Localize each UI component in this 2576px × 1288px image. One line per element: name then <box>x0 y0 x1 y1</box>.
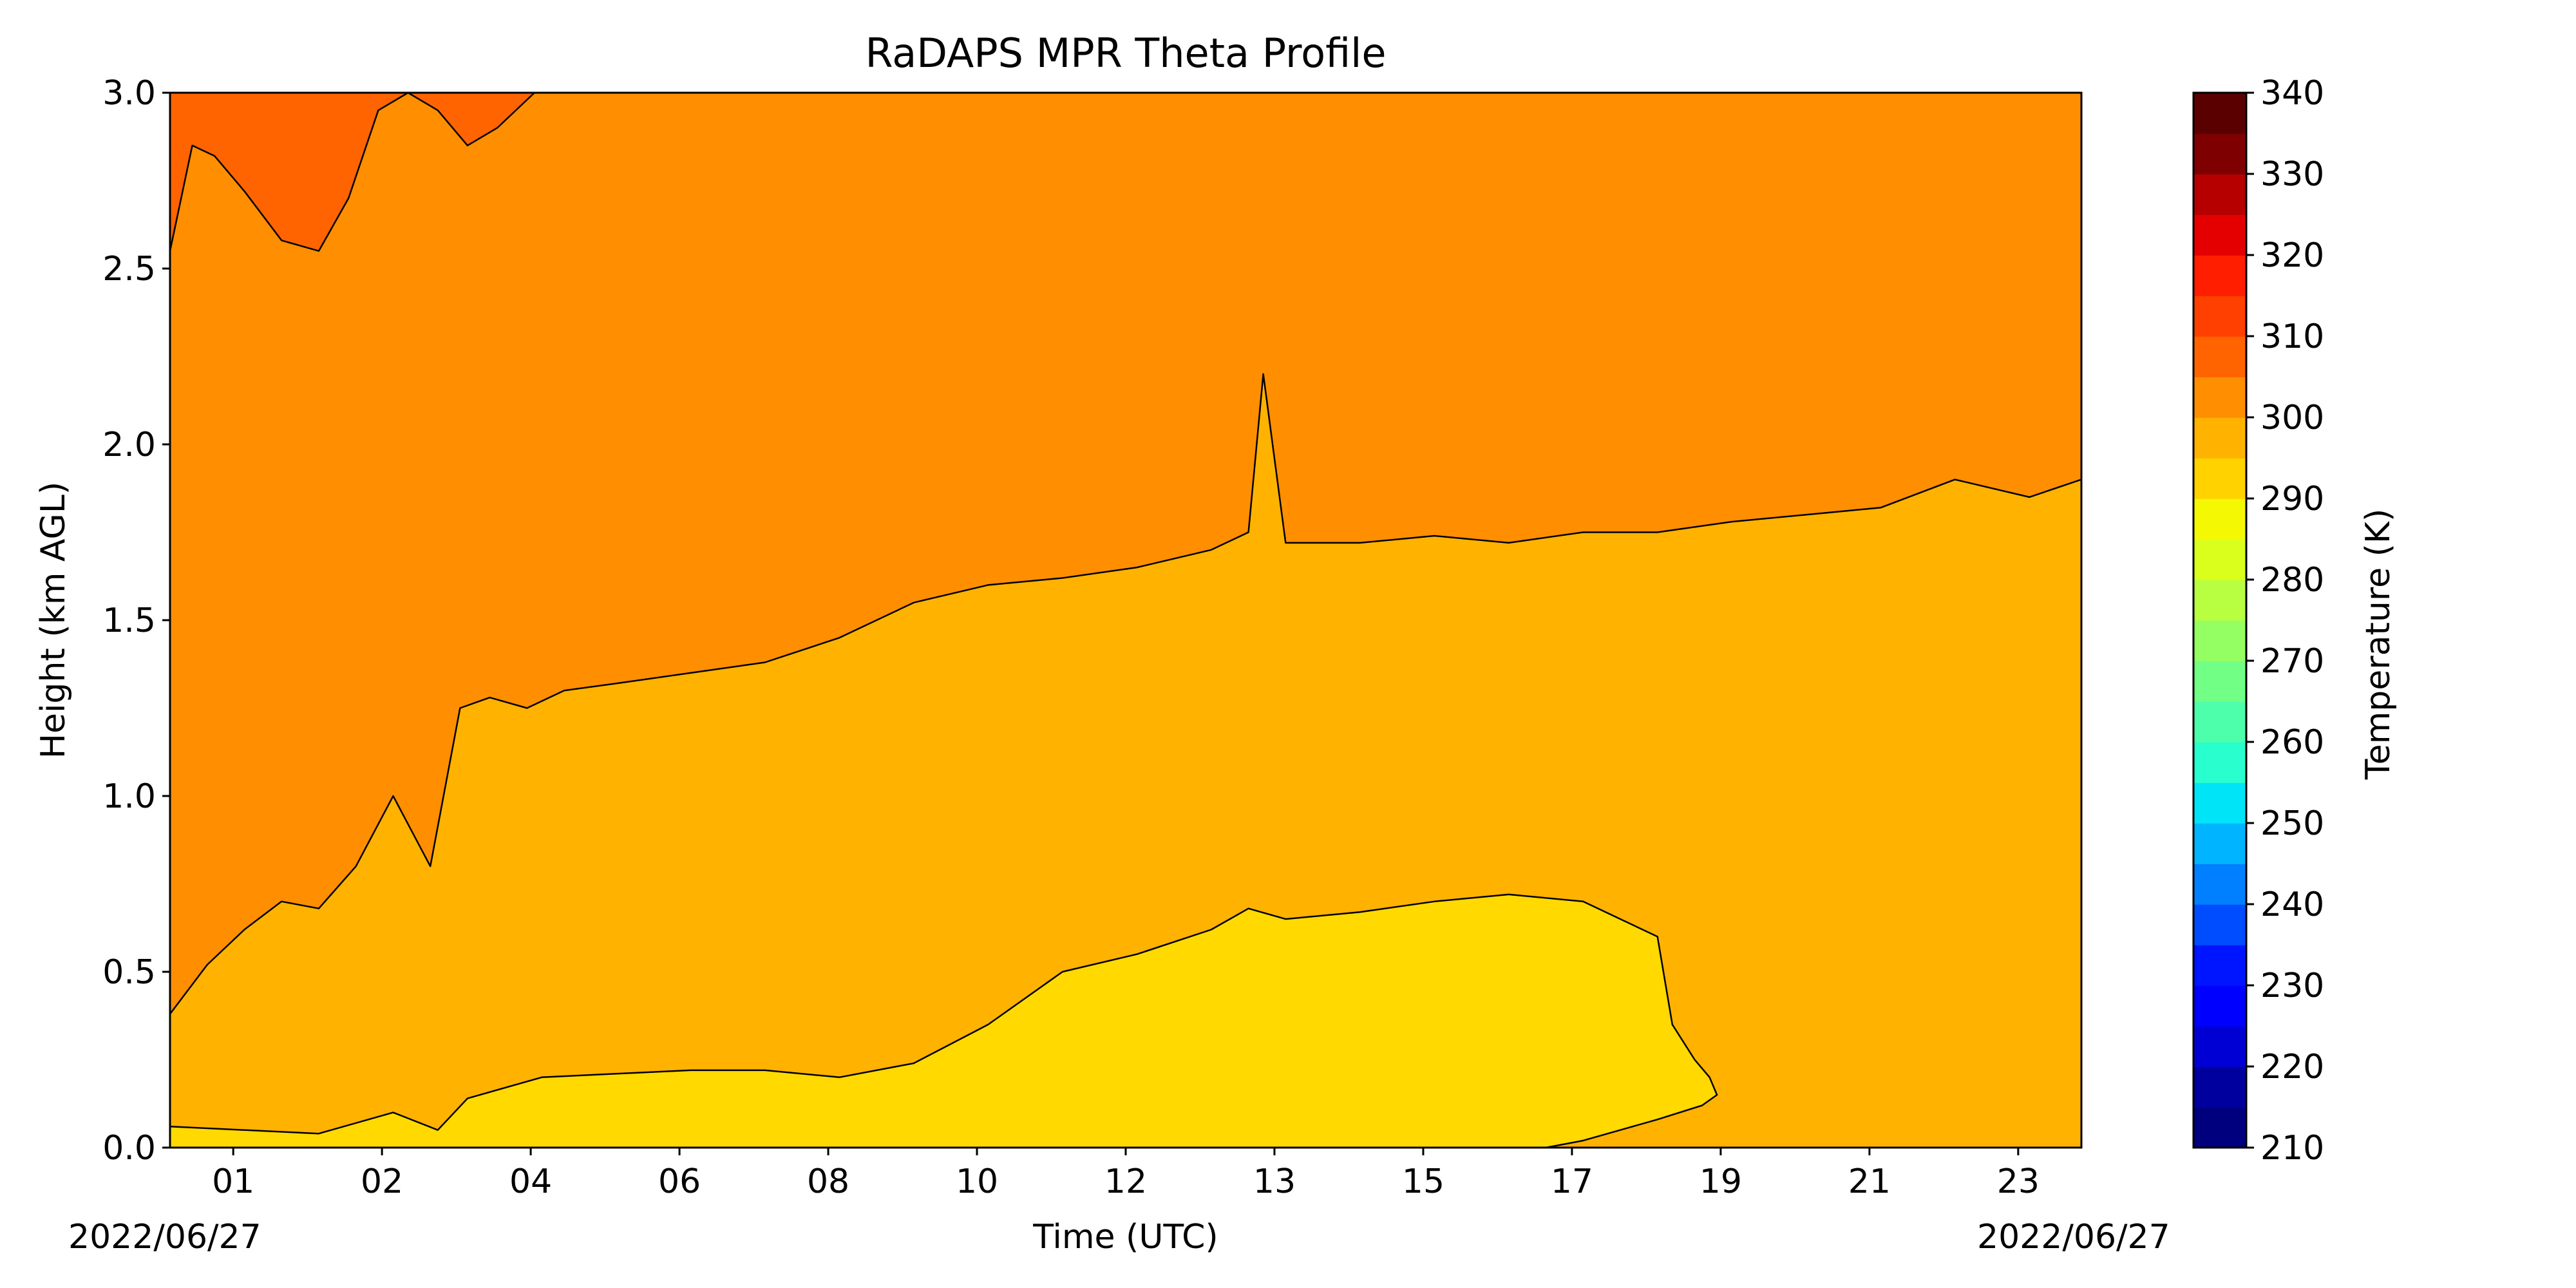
x-tick-label: 12 <box>1104 1162 1147 1201</box>
contour-line-300K <box>170 893 1718 1148</box>
x-tick-label: 04 <box>509 1162 552 1201</box>
fill-295-300 <box>170 894 1718 1148</box>
colorbar-tick-label: 210 <box>2260 1129 2324 1168</box>
date-right: 2022/06/27 <box>1977 1218 2170 1256</box>
colorbar-segment <box>2193 945 2246 986</box>
x-axis: 01 02 04 06 08 10 12 13 15 17 19 21 23 <box>212 1148 2040 1201</box>
y-tick-label: 1.0 <box>102 777 156 816</box>
colorbar-segment <box>2193 1026 2246 1067</box>
colorbar-segment <box>2193 1066 2246 1108</box>
colorbar-segment <box>2193 985 2246 1027</box>
colorbar-segment <box>2193 498 2246 540</box>
plot-area <box>169 91 2083 1149</box>
x-tick-label: 13 <box>1253 1162 1296 1201</box>
y-axis-label: Height (km AGL) <box>34 482 73 759</box>
y-tick-label: 2.0 <box>102 426 156 464</box>
x-tick-label: 08 <box>807 1162 849 1201</box>
colorbar-segment <box>2193 661 2246 702</box>
colorbar-segment <box>2193 782 2246 824</box>
x-tick-label: 19 <box>1700 1162 1742 1201</box>
chart-title: RaDAPS MPR Theta Profile <box>866 30 1387 77</box>
y-tick-label: 0.5 <box>102 953 156 992</box>
colorbar-segment <box>2193 580 2246 621</box>
x-tick-label: 01 <box>212 1162 254 1201</box>
colorbar-tick-label: 230 <box>2260 967 2324 1005</box>
x-tick-label: 17 <box>1551 1162 1593 1201</box>
colorbar-segment <box>2193 255 2246 296</box>
colorbar-tick-label: 320 <box>2260 236 2324 275</box>
colorbar-segment <box>2193 93 2246 134</box>
date-left: 2022/06/27 <box>68 1218 261 1256</box>
colorbar-segment <box>2193 701 2246 743</box>
colorbar-tick-label: 290 <box>2260 480 2324 518</box>
colorbar-segment <box>2193 864 2246 905</box>
colorbar-tick-label: 300 <box>2260 399 2324 437</box>
colorbar-tick-label: 260 <box>2260 723 2324 762</box>
y-tick-label: 0.0 <box>102 1129 156 1168</box>
y-tick-label: 3.0 <box>102 74 156 113</box>
colorbar-segment <box>2193 458 2246 499</box>
colorbar-segment <box>2193 214 2246 256</box>
x-tick-label: 02 <box>361 1162 403 1201</box>
colorbar-segment <box>2193 620 2246 661</box>
colorbar-segment <box>2193 377 2246 418</box>
colorbar-segment <box>2193 296 2246 337</box>
y-tick-label: 1.5 <box>102 601 156 640</box>
colorbar-tick-label: 270 <box>2260 642 2324 681</box>
x-axis-label: Time (UTC) <box>1032 1218 1218 1256</box>
colorbar-tick-label: 250 <box>2260 804 2324 843</box>
colorbar-segment <box>2193 1107 2246 1148</box>
colorbar-tick-label: 220 <box>2260 1048 2324 1086</box>
colorbar: 210 220 230 240 250 260 270 280 290 300 310 320 330 3… <box>2192 74 2324 1168</box>
x-tick-label: 23 <box>1997 1162 2040 1201</box>
x-tick-label: 06 <box>658 1162 701 1201</box>
colorbar-segment <box>2193 417 2246 459</box>
x-tick-label: 15 <box>1402 1162 1444 1201</box>
colorbar-segment <box>2193 742 2246 783</box>
colorbar-segment <box>2193 904 2246 945</box>
colorbar-segment <box>2193 336 2246 377</box>
colorbar-label: Temperature (K) <box>2359 509 2398 781</box>
contour-lines <box>170 93 2081 1148</box>
colorbar-tick-label: 340 <box>2260 74 2324 113</box>
colorbar-frame <box>2192 91 2248 1149</box>
colorbar-tick-label: 330 <box>2260 155 2324 194</box>
x-tick-label: 10 <box>956 1162 998 1201</box>
colorbar-tick-label: 280 <box>2260 561 2324 600</box>
y-tick-label: 2.5 <box>102 250 156 289</box>
colorbar-segment <box>2193 823 2246 864</box>
colorbar-tick-label: 310 <box>2260 317 2324 356</box>
colorbar-segment <box>2193 174 2246 215</box>
contour-line-305K <box>170 373 2081 1015</box>
colorbar-segment <box>2193 539 2246 580</box>
fill-310-315 <box>170 93 587 251</box>
colorbar-segment <box>2193 133 2246 175</box>
y-axis: 0.0 0.5 1.0 1.5 2.0 2.5 3.0 <box>102 74 170 1168</box>
x-tick-label: 21 <box>1848 1162 1891 1201</box>
contour-line-310K <box>170 93 587 252</box>
colorbar-tick-label: 240 <box>2260 886 2324 924</box>
contour-fills <box>170 93 2081 1148</box>
